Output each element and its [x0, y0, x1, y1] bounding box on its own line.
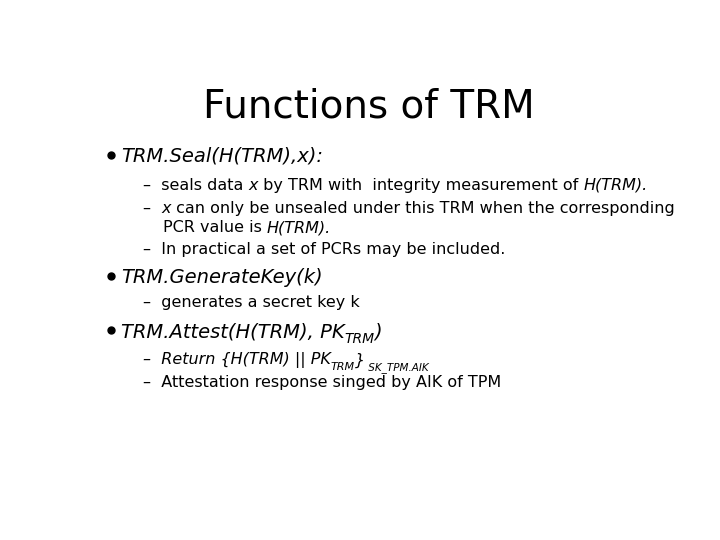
Text: –  In practical a set of PCRs may be included.: – In practical a set of PCRs may be incl…	[143, 242, 505, 258]
Text: –  seals data: – seals data	[143, 178, 248, 193]
Text: –  Attestation response singed by AIK of TPM: – Attestation response singed by AIK of …	[143, 375, 501, 390]
Text: TRM.Seal(H(TRM),x):: TRM.Seal(H(TRM),x):	[121, 147, 323, 166]
Text: ): )	[374, 322, 382, 341]
Text: by TRM with  integrity measurement of: by TRM with integrity measurement of	[258, 178, 583, 193]
Text: }: }	[355, 353, 365, 368]
Text: TRM: TRM	[331, 362, 355, 372]
Text: TRM.GenerateKey(k): TRM.GenerateKey(k)	[121, 268, 323, 287]
Text: –  generates a secret key k: – generates a secret key k	[143, 295, 360, 310]
Text: H(TRM).: H(TRM).	[583, 178, 647, 193]
Text: SK_TPM.AIK: SK_TPM.AIK	[365, 362, 429, 373]
Text: –  Return {H(TRM) || PK: – Return {H(TRM) || PK	[143, 352, 331, 368]
Text: can only be unsealed under this TRM when the corresponding: can only be unsealed under this TRM when…	[171, 201, 675, 216]
Text: TRM: TRM	[344, 332, 374, 346]
Text: H(TRM).: H(TRM).	[266, 220, 330, 235]
Text: –: –	[143, 201, 161, 216]
Text: TRM.Attest(H(TRM), PK: TRM.Attest(H(TRM), PK	[121, 322, 344, 341]
Text: Functions of TRM: Functions of TRM	[203, 87, 535, 126]
Text: PCR value is: PCR value is	[163, 220, 266, 235]
Text: x: x	[161, 201, 171, 216]
Text: x: x	[248, 178, 258, 193]
